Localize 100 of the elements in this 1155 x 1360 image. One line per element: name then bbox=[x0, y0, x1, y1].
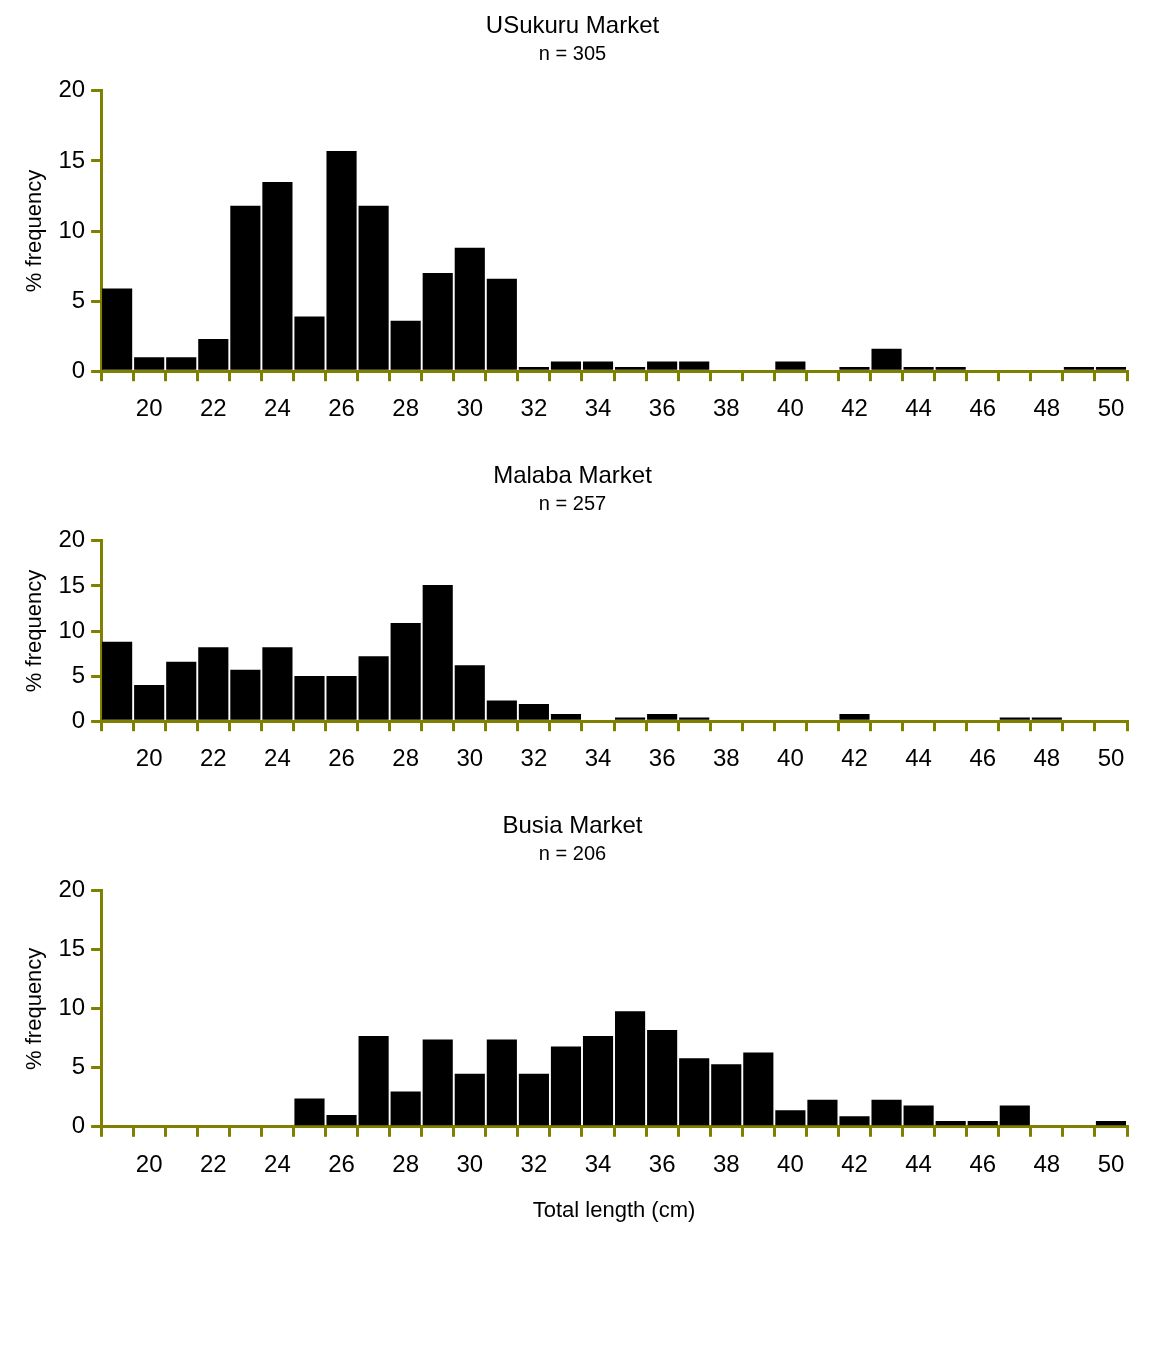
x-axis-title: Total length (cm) bbox=[532, 1196, 696, 1222]
y-axis-title: % frequency bbox=[21, 569, 47, 693]
bar bbox=[198, 647, 229, 720]
bar bbox=[390, 1091, 421, 1126]
x-tick-label: 34 bbox=[584, 744, 612, 772]
bar bbox=[647, 713, 678, 720]
x-tick-label: 50 bbox=[1097, 744, 1125, 772]
x-tick-label: 38 bbox=[712, 1149, 740, 1177]
bar bbox=[903, 1105, 934, 1126]
x-tick-label: 38 bbox=[712, 744, 740, 772]
x-tick-label: 48 bbox=[1033, 744, 1061, 772]
x-tick-label: 22 bbox=[199, 1149, 227, 1177]
bar bbox=[550, 713, 582, 720]
x-tick-label: 32 bbox=[520, 1149, 548, 1177]
x-tick-label: 40 bbox=[777, 1149, 804, 1177]
x-tick-label: 30 bbox=[456, 394, 484, 422]
x-tick-label: 38 bbox=[712, 394, 740, 422]
bar bbox=[582, 1035, 614, 1126]
bar bbox=[422, 585, 453, 720]
bar bbox=[358, 1035, 389, 1126]
bar bbox=[262, 647, 293, 720]
x-tick-label: 50 bbox=[1097, 394, 1125, 422]
y-tick-label: 15 bbox=[58, 570, 86, 598]
bar bbox=[358, 205, 389, 370]
x-tick-label: 22 bbox=[199, 744, 227, 772]
chart-subtitle: n = 257 bbox=[538, 492, 607, 515]
bar bbox=[1095, 366, 1127, 370]
chart-title: Malaba Market bbox=[493, 461, 653, 489]
y-tick-label: 0 bbox=[71, 705, 86, 733]
x-tick-label: 40 bbox=[777, 394, 804, 422]
x-tick-label: 44 bbox=[905, 394, 932, 422]
bar bbox=[615, 366, 646, 370]
bar bbox=[134, 357, 165, 370]
bar bbox=[230, 205, 261, 370]
y-axis-title: % frequency bbox=[21, 947, 47, 1070]
x-tick-label: 48 bbox=[1033, 1149, 1061, 1177]
x-tick-label: 32 bbox=[520, 744, 548, 772]
bar bbox=[518, 704, 549, 720]
x-tick-label: 28 bbox=[392, 1149, 420, 1177]
bar bbox=[102, 288, 133, 370]
bar bbox=[967, 1120, 998, 1126]
x-tick-label: 28 bbox=[392, 744, 420, 772]
bar bbox=[550, 361, 582, 370]
x-tick-label: 26 bbox=[328, 394, 355, 422]
bar bbox=[1095, 1120, 1127, 1126]
x-tick-label: 30 bbox=[456, 744, 484, 772]
bar bbox=[518, 366, 549, 370]
x-tick-label: 50 bbox=[1097, 1149, 1125, 1177]
x-tick-label: 36 bbox=[648, 394, 676, 422]
y-tick-label: 10 bbox=[58, 615, 86, 643]
bar bbox=[518, 1073, 549, 1126]
bar bbox=[615, 1011, 646, 1126]
bar bbox=[935, 366, 966, 370]
chart-title: USukuru Market bbox=[485, 11, 660, 39]
bar bbox=[198, 338, 229, 370]
bar bbox=[422, 1039, 453, 1126]
chart-title: Busia Market bbox=[502, 811, 643, 839]
x-tick-label: 44 bbox=[905, 744, 932, 772]
y-tick-label: 10 bbox=[58, 215, 86, 243]
y-tick-label: 20 bbox=[58, 75, 86, 103]
bar bbox=[615, 717, 646, 720]
x-tick-label: 34 bbox=[584, 394, 612, 422]
bar bbox=[743, 1052, 774, 1126]
x-tick-label: 20 bbox=[135, 1149, 163, 1177]
x-tick-label: 26 bbox=[328, 1149, 355, 1177]
x-tick-label: 32 bbox=[520, 394, 548, 422]
bar bbox=[679, 717, 710, 720]
bar bbox=[775, 361, 806, 370]
bar bbox=[550, 1046, 582, 1126]
x-tick-label: 22 bbox=[199, 394, 227, 422]
x-tick-label: 46 bbox=[969, 394, 997, 422]
bar bbox=[679, 1058, 710, 1126]
y-tick-label: 20 bbox=[58, 525, 86, 553]
x-tick-label: 36 bbox=[648, 744, 676, 772]
bar bbox=[679, 361, 710, 370]
y-tick-label: 0 bbox=[71, 1111, 86, 1139]
bar bbox=[775, 1110, 806, 1126]
y-tick-label: 5 bbox=[71, 285, 86, 313]
x-tick-label: 24 bbox=[264, 744, 291, 772]
y-tick-label: 5 bbox=[71, 660, 86, 688]
bar bbox=[647, 1030, 678, 1126]
bar bbox=[390, 320, 421, 370]
bar bbox=[486, 278, 517, 370]
bar bbox=[711, 1064, 742, 1126]
bar bbox=[935, 1120, 966, 1126]
bar bbox=[262, 181, 293, 370]
y-tick-label: 20 bbox=[58, 875, 86, 903]
bar bbox=[454, 1073, 485, 1126]
bar bbox=[422, 273, 453, 370]
x-tick-label: 46 bbox=[969, 1149, 997, 1177]
x-tick-label: 36 bbox=[648, 1149, 676, 1177]
x-tick-label: 26 bbox=[328, 744, 355, 772]
x-tick-label: 46 bbox=[969, 744, 997, 772]
bar bbox=[1031, 717, 1062, 720]
x-tick-label: 42 bbox=[841, 744, 868, 772]
x-tick-label: 44 bbox=[905, 1149, 932, 1177]
bar bbox=[166, 357, 197, 370]
bar bbox=[102, 641, 133, 720]
bar bbox=[454, 247, 485, 370]
x-tick-label: 42 bbox=[841, 394, 868, 422]
